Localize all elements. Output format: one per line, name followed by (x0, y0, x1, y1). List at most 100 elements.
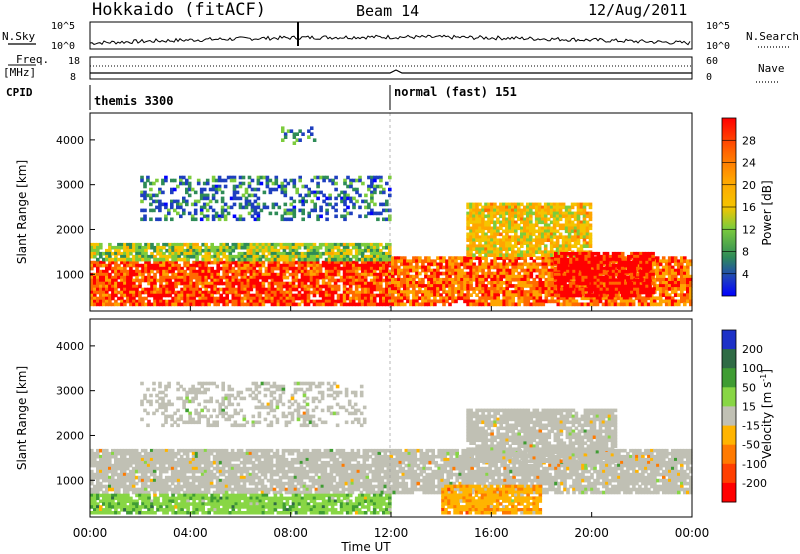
heatmap-cell (517, 271, 521, 276)
heatmap-cell (196, 178, 201, 183)
heatmap-cell (475, 238, 479, 242)
heatmap-cell (375, 293, 380, 298)
heatmap-cell (493, 229, 497, 234)
heatmap-cell (532, 299, 537, 304)
heatmap-cell (627, 254, 631, 259)
heatmap-cell (552, 208, 557, 213)
heatmap-cell (433, 271, 437, 276)
heatmap-cell (564, 205, 569, 210)
heatmap-cell (123, 242, 127, 247)
heatmap-cell (412, 290, 416, 294)
heatmap-cell (357, 272, 362, 277)
heatmap-cell (315, 281, 320, 286)
heatmap-cell (619, 302, 624, 307)
heatmap-cell (180, 257, 184, 262)
heatmap-cell (210, 272, 214, 277)
heatmap-cell (156, 242, 160, 247)
heatmap-cell (126, 269, 130, 274)
heatmap-cell (582, 241, 587, 245)
heatmap-cell (529, 296, 534, 301)
heatmap-cell (252, 248, 257, 253)
heatmap-cell (176, 202, 180, 207)
heatmap-cell (174, 251, 178, 256)
heatmap-cell (189, 287, 193, 292)
heatmap-cell (584, 287, 588, 292)
heatmap-cell (424, 274, 428, 279)
heatmap-cell (427, 268, 431, 273)
heatmap-cell (96, 266, 100, 271)
heatmap-cell (627, 263, 631, 268)
heatmap-cell (132, 260, 136, 265)
heatmap-cell (526, 302, 531, 307)
heatmap-cell (140, 190, 144, 195)
heatmap-cell (285, 293, 290, 298)
heatmap-cell (358, 214, 362, 219)
heatmap-cell (508, 268, 512, 273)
heatmap-cell (204, 290, 208, 295)
heatmap-cell (394, 290, 398, 294)
heatmap-cell (117, 275, 121, 280)
heatmap-cell (624, 275, 628, 280)
heatmap-cell (397, 281, 401, 285)
heatmap-cell (333, 257, 338, 262)
heatmap-cell (291, 266, 296, 271)
power-data (90, 126, 693, 307)
heatmap-cell (579, 220, 584, 225)
heatmap-cell (517, 238, 521, 242)
heatmap-cell (345, 278, 350, 283)
heatmap-cell (651, 281, 655, 286)
heatmap-cell (382, 187, 386, 192)
heatmap-cell (585, 229, 590, 234)
heatmap-cell (348, 272, 353, 277)
heatmap-cell (424, 271, 428, 276)
heatmap-cell (499, 274, 503, 279)
heatmap-cell (125, 475, 130, 480)
heatmap-cell (547, 259, 552, 264)
heatmap-cell (96, 463, 100, 468)
heatmap-cell (99, 466, 103, 471)
heatmap-cell (526, 274, 531, 279)
heatmap-cell (454, 256, 458, 260)
heatmap-cell (463, 293, 467, 297)
heatmap-cell (237, 266, 242, 271)
heatmap-cell (686, 299, 690, 304)
heatmap-cell (523, 241, 527, 245)
heatmap-cell (543, 250, 548, 254)
heatmap-cell (385, 245, 389, 250)
heatmap-cell (478, 253, 482, 257)
heatmap-cell (195, 293, 199, 298)
heatmap-cell (141, 302, 145, 307)
heatmap-cell (466, 202, 470, 207)
heatmap-cell (531, 202, 536, 207)
heatmap-cell (214, 178, 219, 183)
heatmap-cell (141, 278, 145, 283)
heatmap-cell (204, 287, 208, 292)
heatmap-cell (364, 205, 368, 210)
heatmap-cell (120, 251, 124, 256)
heatmap-cell (349, 178, 353, 183)
heatmap-cell (282, 275, 287, 280)
heatmap-cell (532, 302, 537, 307)
heatmap-cell (273, 242, 278, 247)
heatmap-cell (487, 229, 491, 234)
heatmap-cell (342, 302, 347, 307)
heatmap-cell (563, 257, 567, 262)
heatmap-cell (117, 481, 121, 486)
heatmap-cell (658, 277, 663, 282)
heatmap-cell (267, 269, 272, 274)
heatmap-cell (457, 262, 461, 267)
heatmap-cell (689, 299, 693, 304)
heatmap-cell (306, 245, 311, 250)
heatmap-cell (183, 248, 187, 253)
heatmap-cell (147, 290, 151, 295)
heatmap-cell (279, 251, 284, 256)
heatmap-cell (225, 263, 229, 268)
heatmap-cell (220, 178, 225, 183)
heatmap-cell (187, 193, 192, 198)
heatmap-cell (496, 229, 500, 234)
heatmap-cell (589, 296, 594, 301)
heatmap-cell (114, 284, 118, 289)
heatmap-cell (187, 181, 192, 186)
heatmap-cell (264, 242, 269, 247)
heatmap-cell (273, 260, 278, 265)
